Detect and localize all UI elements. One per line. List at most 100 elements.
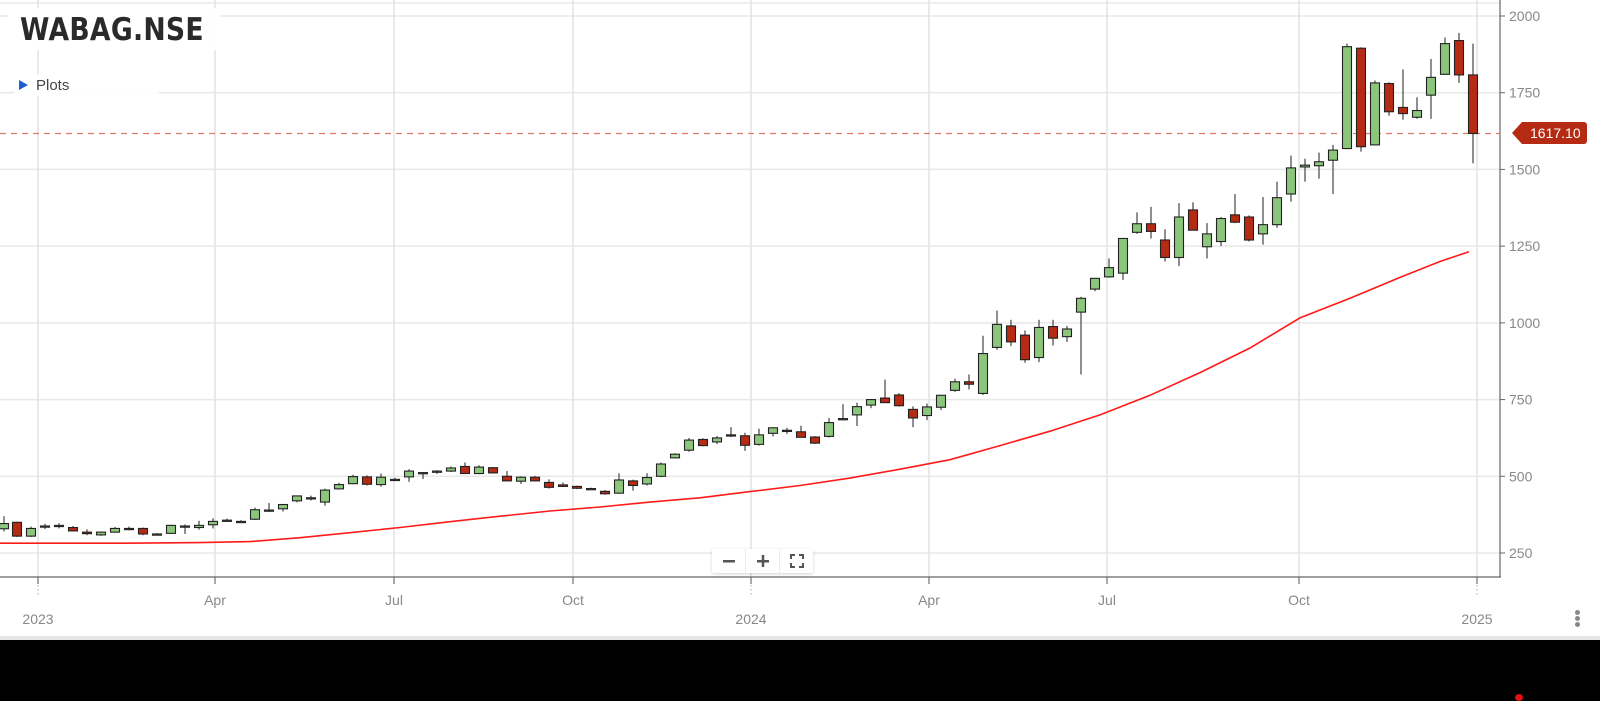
candle <box>431 470 443 474</box>
candle <box>207 518 219 529</box>
candle <box>403 469 415 482</box>
candle <box>991 310 1003 350</box>
candle <box>473 465 485 475</box>
plots-label: Plots <box>36 76 70 94</box>
candle <box>1467 43 1479 164</box>
candle <box>1411 97 1423 119</box>
x-tick-label: Apr <box>918 592 940 608</box>
candle <box>1355 47 1367 152</box>
x-tick-label: 2023 <box>22 611 53 627</box>
candlestick-chart[interactable]: 250 500 750 1000 1250 1500 1750 2000 2023 Apr Jul O… <box>0 0 1600 640</box>
last-price-tag: 1617.10 <box>1512 122 1587 145</box>
candle <box>1271 181 1283 228</box>
candle <box>347 474 359 485</box>
candle <box>1383 82 1395 116</box>
candle <box>375 473 387 487</box>
candle <box>613 473 625 494</box>
moving-average-line <box>0 250 1470 545</box>
candle <box>1285 155 1297 202</box>
y-tick-label: 1500 <box>1509 161 1540 177</box>
candle <box>487 467 499 474</box>
candle <box>249 507 261 520</box>
candle <box>25 526 37 538</box>
candle <box>1117 237 1129 280</box>
candle <box>585 487 597 491</box>
candle <box>809 436 821 445</box>
vertical-dots-icon <box>1574 610 1580 615</box>
candle <box>1453 32 1465 83</box>
candle <box>1341 43 1353 150</box>
candle <box>879 379 891 404</box>
candle <box>767 427 779 437</box>
y-tick-label: 2000 <box>1509 8 1540 24</box>
candle <box>333 482 345 490</box>
candle <box>1327 144 1339 194</box>
candle <box>935 394 947 411</box>
candle <box>753 428 765 446</box>
candle <box>1061 325 1073 342</box>
candle <box>1047 319 1059 346</box>
candle <box>865 398 877 409</box>
candle <box>53 523 65 529</box>
candle <box>1173 203 1185 267</box>
candle <box>193 520 205 530</box>
candle <box>781 427 793 434</box>
plots-toggle[interactable]: Plots <box>14 74 159 96</box>
candle <box>1145 206 1157 239</box>
candle <box>1369 80 1381 146</box>
candle <box>459 462 471 475</box>
candle <box>557 482 569 488</box>
candle <box>1159 229 1171 262</box>
candle <box>277 503 289 512</box>
candle <box>851 402 863 426</box>
candle <box>1299 158 1311 182</box>
candle <box>977 335 989 395</box>
candle <box>1187 202 1199 231</box>
candle <box>67 525 79 532</box>
candle <box>655 462 667 478</box>
candle <box>907 406 919 428</box>
candle <box>795 425 807 438</box>
candle <box>1201 223 1213 259</box>
zoom-in-button[interactable] <box>746 549 780 573</box>
candle <box>641 473 653 486</box>
candle <box>1439 37 1451 75</box>
candle <box>529 475 541 482</box>
candle <box>1033 319 1045 363</box>
candle <box>1425 58 1437 119</box>
candle <box>963 374 975 390</box>
candle <box>823 417 835 438</box>
candle <box>1243 215 1255 242</box>
candle <box>515 476 527 484</box>
candle <box>921 403 933 421</box>
zoom-out-button[interactable] <box>712 549 746 573</box>
y-tick-label: 250 <box>1509 545 1533 561</box>
x-tick-label: Oct <box>562 592 584 608</box>
y-tick-label: 1000 <box>1509 315 1540 331</box>
x-tick-label: Apr <box>204 592 226 608</box>
candle <box>725 427 737 438</box>
candle <box>711 436 723 445</box>
x-tick-label: 2025 <box>1461 611 1492 627</box>
candle <box>179 524 191 534</box>
candle <box>697 438 709 447</box>
candle <box>1229 193 1241 224</box>
candle <box>95 531 107 536</box>
candle <box>81 529 93 536</box>
candle <box>445 466 457 472</box>
zoom-controls <box>712 549 813 573</box>
candle <box>39 523 51 530</box>
candle <box>123 526 135 531</box>
x-tick-label: Jul <box>1098 592 1116 608</box>
candle <box>137 527 149 536</box>
candle <box>1103 258 1115 278</box>
x-tick-label: 2024 <box>735 611 766 627</box>
candle <box>235 520 247 524</box>
candle <box>1313 152 1325 179</box>
chart-menu-button[interactable] <box>1573 609 1581 629</box>
candle <box>669 453 681 459</box>
y-tick-label: 500 <box>1509 468 1533 484</box>
fullscreen-button[interactable] <box>780 549 813 573</box>
candle <box>571 485 583 490</box>
candle <box>501 471 513 482</box>
